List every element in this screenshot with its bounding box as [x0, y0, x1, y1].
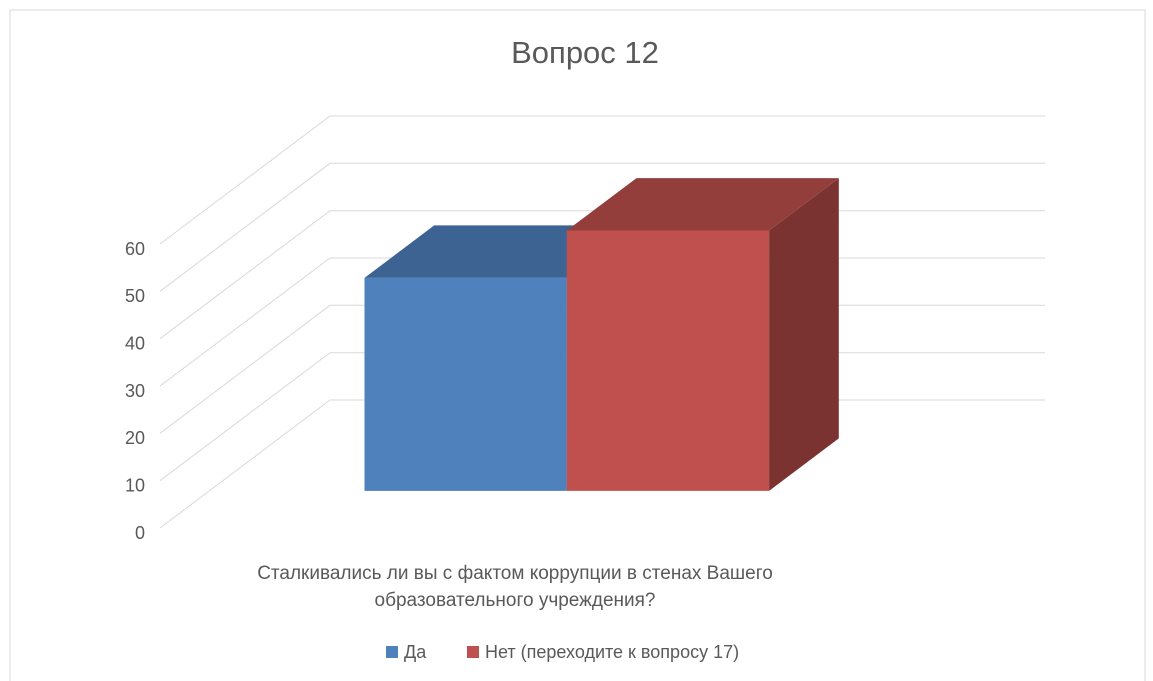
legend-label: Да: [404, 642, 427, 662]
y-tick-label: 50: [125, 286, 145, 306]
y-tick-label: 60: [125, 239, 145, 259]
bar-front: [364, 277, 567, 491]
legend-swatch: [467, 646, 479, 658]
x-axis-category: Сталкивались ли вы с фактом коррупции в …: [257, 563, 773, 611]
chart-border: [9, 9, 1146, 681]
bar-front: [566, 230, 770, 491]
bar-top: [566, 178, 839, 231]
y-tick-label: 20: [125, 428, 145, 448]
bar: [566, 178, 839, 491]
y-tick-label: 40: [125, 333, 145, 353]
grid-line: [159, 162, 1045, 292]
legend-swatch: [386, 646, 398, 658]
grid-line: [159, 115, 1045, 245]
legend-label: Нет (переходите к вопросу 17): [485, 642, 739, 662]
y-tick-label: 10: [125, 475, 145, 495]
chart-title: Вопрос 12: [511, 35, 659, 70]
y-tick-label: 30: [125, 381, 145, 401]
bar-side: [769, 178, 839, 491]
y-tick-label: 0: [135, 523, 145, 543]
